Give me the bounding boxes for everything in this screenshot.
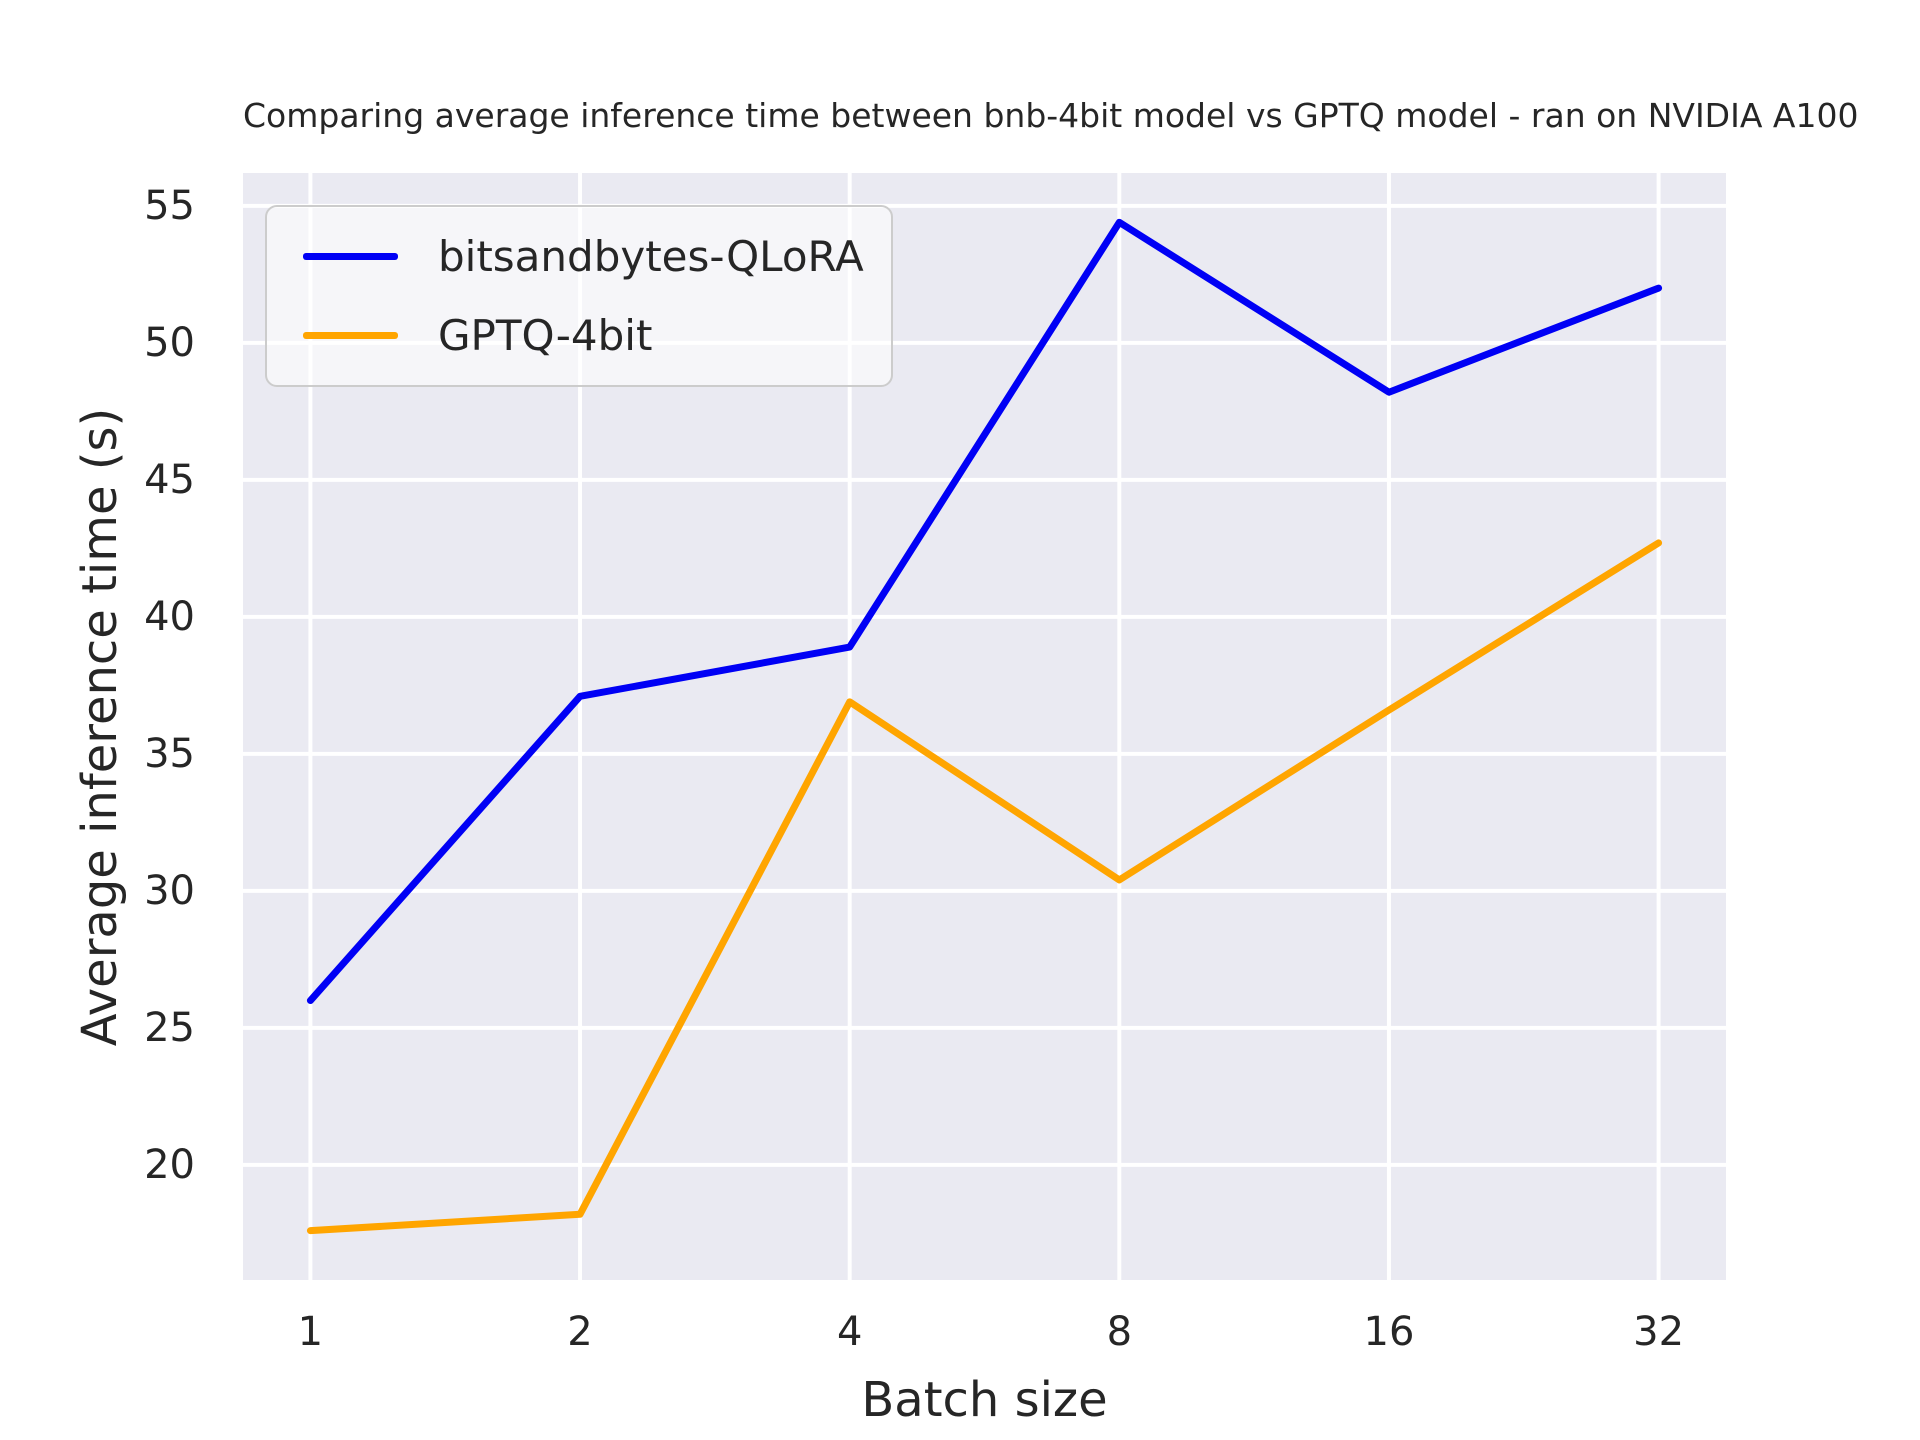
x-tick-label: 8 (1106, 1309, 1133, 1355)
chart-title: Comparing average inference time between… (243, 96, 1859, 135)
x-tick-label: 1 (297, 1309, 324, 1355)
legend-label-gptq: GPTQ-4bit (438, 311, 653, 360)
y-tick-label: 55 (144, 182, 195, 229)
y-tick-label: 25 (144, 1004, 195, 1051)
legend-label-bitsandbytes: bitsandbytes-QLoRA (438, 232, 864, 281)
legend: bitsandbytes-QLoRA GPTQ-4bit (265, 205, 893, 387)
legend-swatch-bitsandbytes (303, 253, 398, 260)
y-tick-label: 45 (144, 456, 195, 503)
series-line-GPTQ-4bit (306, 539, 1663, 1235)
plot-area: bitsandbytes-QLoRA GPTQ-4bit (243, 173, 1726, 1280)
x-tick-label: 32 (1633, 1309, 1685, 1355)
y-tick-label: 50 (144, 319, 195, 366)
legend-item: GPTQ-4bit (303, 311, 891, 360)
y-tick-label: 40 (144, 593, 195, 640)
x-tick-label: 4 (836, 1309, 863, 1355)
x-tick-label: 2 (567, 1309, 593, 1355)
x-tick-label: 16 (1363, 1309, 1415, 1355)
y-tick-label: 30 (144, 867, 195, 914)
y-tick-label: 35 (144, 730, 195, 777)
y-tick-label: 20 (144, 1141, 195, 1188)
legend-swatch-gptq (303, 332, 398, 339)
legend-item: bitsandbytes-QLoRA (303, 232, 891, 281)
series-line-bitsandbytes-QLoRA (306, 218, 1663, 1005)
y-tick-labels: 20 25 30 35 40 45 50 55 (0, 0, 200, 1440)
x-axis-label: Batch size (861, 1372, 1108, 1428)
